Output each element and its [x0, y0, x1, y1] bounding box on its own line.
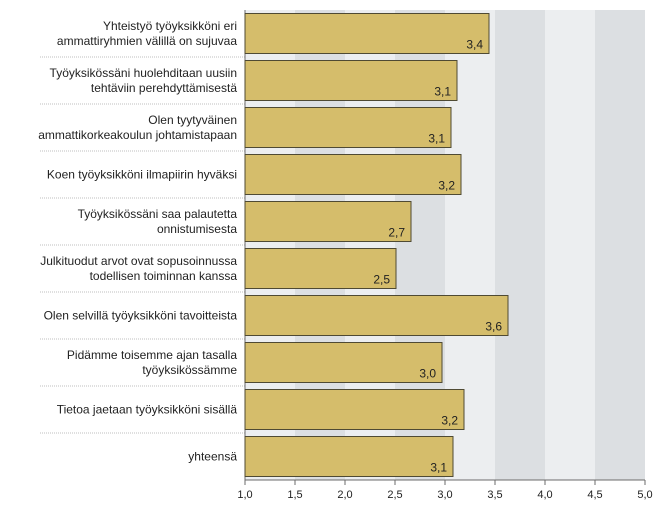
bar-value-label: 3,0 — [419, 367, 436, 381]
x-tick-label: 5,0 — [637, 489, 652, 501]
category-label: Yhteistyö työyksikköni eri — [103, 19, 237, 33]
category-label: Pidämme toisemme ajan tasalla — [67, 348, 237, 362]
category-label: todellisen toiminnan kanssa — [90, 269, 238, 283]
bar-value-label: 2,5 — [373, 273, 390, 287]
bar — [244, 295, 509, 336]
x-tick-label: 1,0 — [237, 489, 252, 501]
category-label: Tietoa jaetaan työyksikköni sisällä — [57, 403, 238, 417]
x-tick-label: 4,0 — [537, 489, 552, 501]
category-label: onnistumisesta — [157, 222, 237, 236]
grid-band — [545, 10, 595, 480]
x-tick-label: 1,5 — [287, 489, 302, 501]
bar — [244, 248, 397, 289]
bar — [244, 436, 454, 477]
x-tick-label: 2,5 — [387, 489, 402, 501]
x-tick-label: 3,0 — [437, 489, 452, 501]
bar-value-label: 3,1 — [430, 461, 447, 475]
category-label: tehtäviin perehdyttämisestä — [91, 81, 237, 95]
grid-band — [595, 10, 645, 480]
category-label: ammattikorkeakoulun johtamistapaan — [38, 128, 237, 142]
bar-value-label: 3,6 — [485, 320, 502, 334]
category-label: Koen työyksikköni ilmapiirin hyväksi — [47, 168, 237, 182]
category-label: Työyksikössäni huolehditaan uusiin — [50, 66, 237, 80]
x-tick-label: 4,5 — [587, 489, 602, 501]
bar-value-label: 3,2 — [438, 179, 455, 193]
category-label: Työyksikössäni saa palautetta — [78, 207, 238, 221]
bar — [244, 389, 465, 430]
bar — [244, 60, 458, 101]
category-label: Julkituodut arvot ovat sopusoinnussa — [40, 254, 237, 268]
bar-value-label: 3,4 — [466, 38, 483, 52]
bar — [244, 201, 412, 242]
bar — [244, 107, 452, 148]
category-label: Olen tyytyväinen — [148, 113, 237, 127]
x-tick-label: 3,5 — [487, 489, 502, 501]
category-label: yhteensä — [188, 450, 237, 464]
bar-value-label: 3,1 — [428, 132, 445, 146]
grid-band — [495, 10, 545, 480]
category-label: Olen selvillä työyksikköni tavoitteista — [44, 309, 238, 323]
bar — [244, 13, 490, 54]
bar — [244, 342, 443, 383]
bar-value-label: 2,7 — [388, 226, 405, 240]
bar — [244, 154, 462, 195]
category-label: työyksikössämme — [142, 363, 237, 377]
x-tick-label: 2,0 — [337, 489, 352, 501]
bar-value-label: 3,1 — [434, 85, 451, 99]
category-label: ammattiryhmien välillä on sujuvaa — [57, 34, 237, 48]
bar-value-label: 3,2 — [441, 414, 458, 428]
